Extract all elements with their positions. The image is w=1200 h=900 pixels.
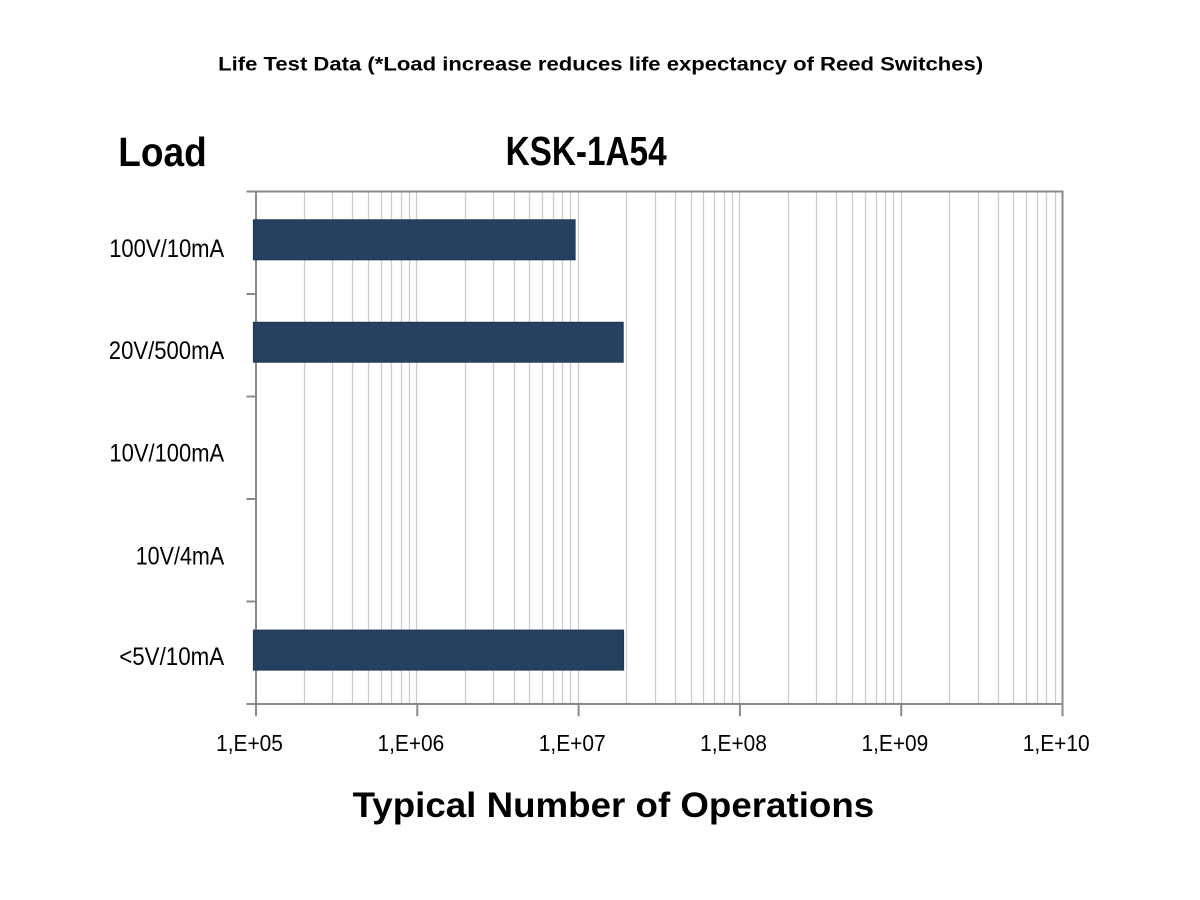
svg-text:1,E+07: 1,E+07 bbox=[539, 730, 606, 756]
svg-text:KSK-1A54: KSK-1A54 bbox=[506, 128, 667, 174]
svg-text:10V/4mA: 10V/4mA bbox=[136, 542, 225, 570]
svg-text:1,E+10: 1,E+10 bbox=[1023, 730, 1090, 756]
svg-text:Life Test Data (*Load increase: Life Test Data (*Load increase reduces l… bbox=[218, 54, 983, 76]
svg-text:100V/10mA: 100V/10mA bbox=[109, 235, 224, 263]
svg-text:20V/500mA: 20V/500mA bbox=[109, 337, 225, 365]
svg-text:1,E+05: 1,E+05 bbox=[216, 730, 283, 756]
svg-text:1,E+06: 1,E+06 bbox=[378, 730, 445, 756]
svg-text:1,E+09: 1,E+09 bbox=[862, 730, 929, 756]
svg-text:Load: Load bbox=[118, 129, 206, 175]
svg-text:10V/100mA: 10V/100mA bbox=[109, 440, 224, 468]
svg-text:1,E+08: 1,E+08 bbox=[700, 730, 767, 756]
svg-text:<5V/10mA: <5V/10mA bbox=[119, 643, 224, 671]
svg-text:Typical Number of Operations: Typical Number of Operations bbox=[353, 786, 875, 825]
